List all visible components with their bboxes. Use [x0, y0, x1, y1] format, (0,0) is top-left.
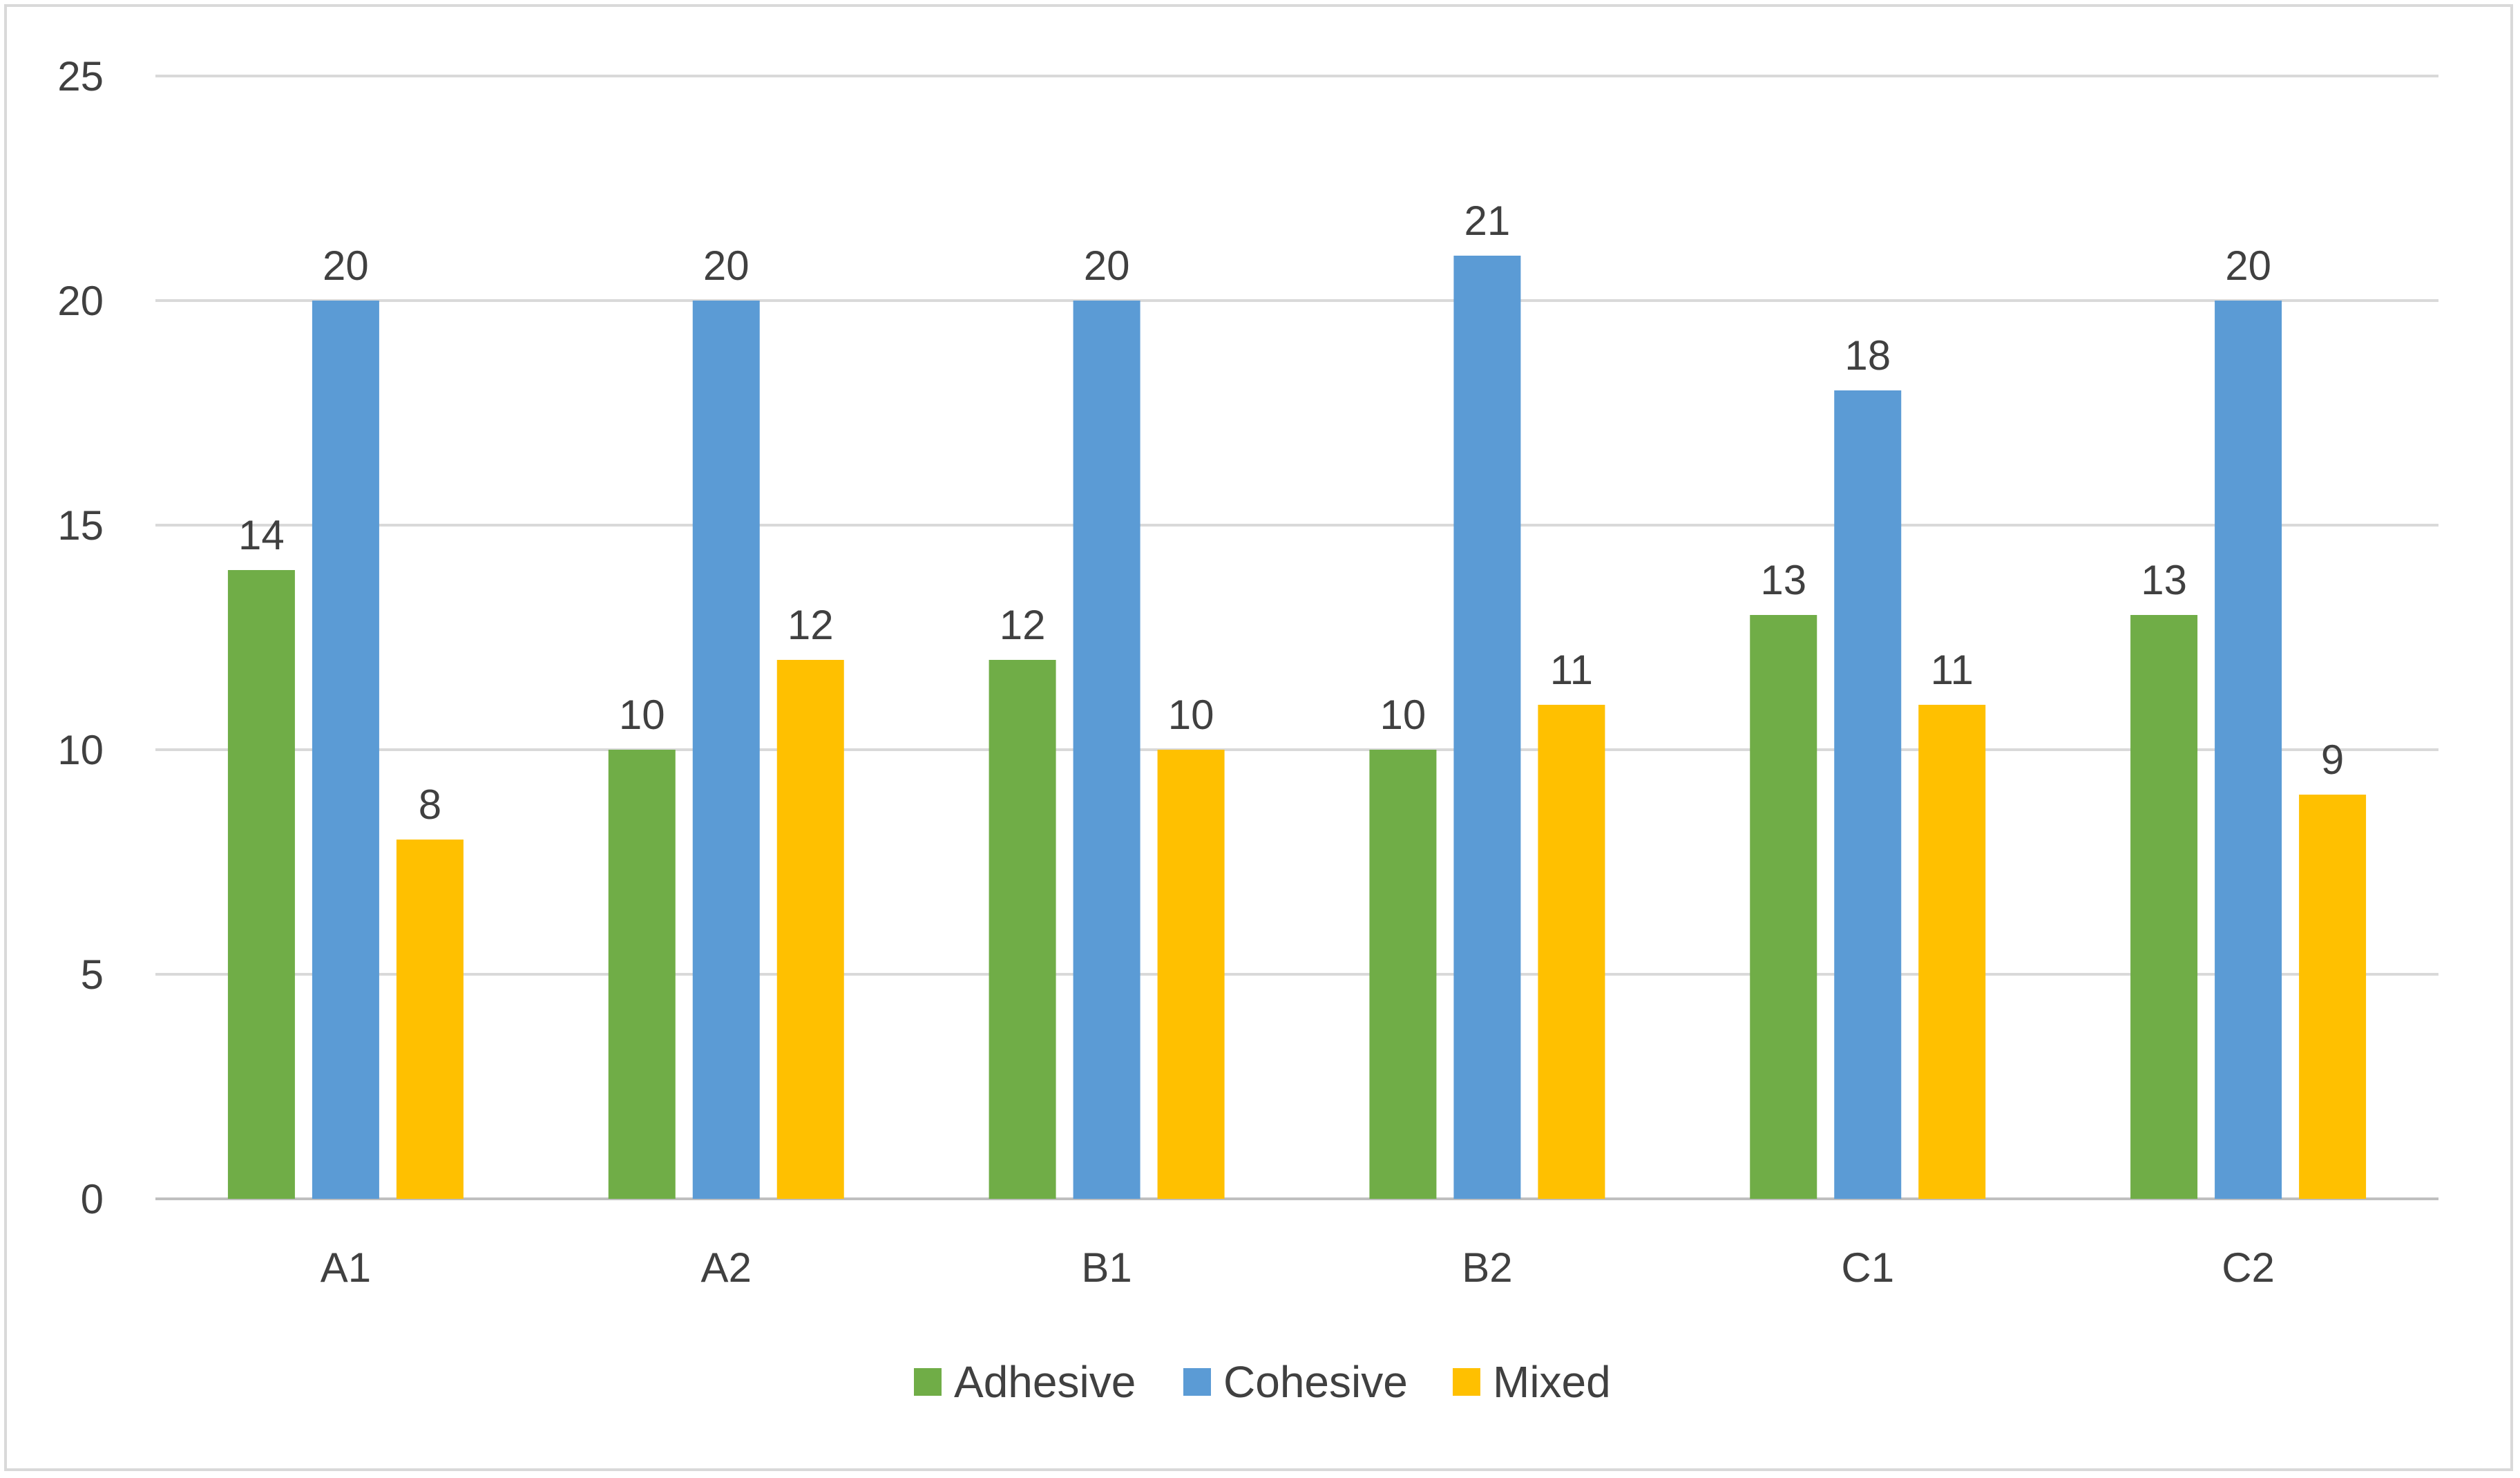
data-label-mixed-b1: 10: [1168, 692, 1214, 738]
bar-adhesive-b2: [1369, 750, 1437, 1199]
legend-label-adhesive: Adhesive: [954, 1357, 1136, 1407]
chart-frame: [4, 4, 2513, 1471]
y-tick-label: 10: [57, 727, 104, 773]
data-label-cohesive-b1: 20: [1084, 243, 1130, 289]
legend-item-adhesive: Adhesive: [914, 1357, 1136, 1407]
y-tick-label: 5: [81, 951, 104, 998]
legend-label-cohesive: Cohesive: [1223, 1357, 1408, 1407]
legend-swatch-cohesive: [1183, 1368, 1211, 1396]
gridlines: [155, 75, 2438, 1200]
bar-mixed-a1: [396, 840, 464, 1199]
x-tick-label: B1: [1081, 1244, 1132, 1291]
bar-cohesive-a2: [692, 301, 760, 1199]
data-label-adhesive-c1: 13: [1760, 557, 1806, 603]
bar-mixed-b1: [1157, 750, 1225, 1199]
bar-mixed-c1: [1918, 705, 1986, 1199]
x-tick-label: A1: [321, 1244, 371, 1291]
x-tick-label: C2: [2222, 1244, 2275, 1291]
data-label-mixed-b2: 11: [1550, 647, 1593, 693]
data-label-cohesive-a2: 20: [703, 243, 750, 289]
x-axis-ticks: A1 A2 B1 B2 C1 C2: [321, 1244, 2275, 1291]
y-tick-label: 0: [81, 1176, 104, 1222]
data-label-adhesive-b1: 12: [1000, 602, 1046, 648]
x-tick-label: C1: [1841, 1244, 1894, 1291]
legend-swatch-adhesive: [914, 1368, 942, 1396]
bar-mixed-b2: [1538, 705, 1605, 1199]
data-label-adhesive-a1: 14: [238, 512, 285, 558]
data-labels: 14 20 8 10 20 12 12 20 10 10 21 11 13 18 11 13 20 9: [238, 198, 2344, 828]
data-label-mixed-c1: 11: [1931, 647, 1974, 693]
legend: Adhesive Cohesive Mixed: [914, 1357, 1611, 1407]
data-label-adhesive-a2: 10: [619, 692, 665, 738]
data-label-mixed-c2: 9: [2321, 737, 2344, 783]
data-label-mixed-a2: 12: [788, 602, 834, 648]
bars: [227, 256, 2367, 1199]
data-label-cohesive-c2: 20: [2225, 243, 2271, 289]
legend-label-mixed: Mixed: [1493, 1357, 1611, 1407]
data-label-adhesive-c2: 13: [2141, 557, 2187, 603]
bar-adhesive-c2: [2130, 615, 2198, 1199]
legend-item-cohesive: Cohesive: [1183, 1357, 1408, 1407]
y-axis-ticks: 0 5 10 15 20 25: [57, 53, 104, 1222]
bar-cohesive-b1: [1073, 301, 1140, 1199]
legend-swatch-mixed: [1453, 1368, 1480, 1396]
bar-cohesive-c1: [1834, 390, 1902, 1199]
y-tick-label: 20: [57, 278, 104, 324]
x-tick-label: A2: [701, 1244, 752, 1291]
data-label-cohesive-a1: 20: [323, 243, 369, 289]
bar-adhesive-b1: [989, 660, 1056, 1199]
bar-cohesive-a1: [312, 301, 379, 1199]
bar-cohesive-b2: [1453, 256, 1521, 1199]
bar-cohesive-c2: [2215, 301, 2282, 1199]
y-tick-label: 25: [57, 53, 104, 100]
bar-adhesive-c1: [1750, 615, 1817, 1199]
x-tick-label: B2: [1462, 1244, 1512, 1291]
bar-mixed-a2: [776, 660, 844, 1199]
data-label-mixed-a1: 8: [419, 781, 441, 828]
bar-adhesive-a2: [608, 750, 676, 1199]
legend-item-mixed: Mixed: [1453, 1357, 1611, 1407]
y-tick-label: 15: [57, 502, 104, 549]
data-label-cohesive-b2: 21: [1464, 198, 1511, 244]
data-label-adhesive-b2: 10: [1380, 692, 1426, 738]
bar-adhesive-a1: [227, 570, 295, 1199]
bar-mixed-c2: [2299, 795, 2367, 1199]
data-label-cohesive-c1: 18: [1844, 332, 1891, 379]
